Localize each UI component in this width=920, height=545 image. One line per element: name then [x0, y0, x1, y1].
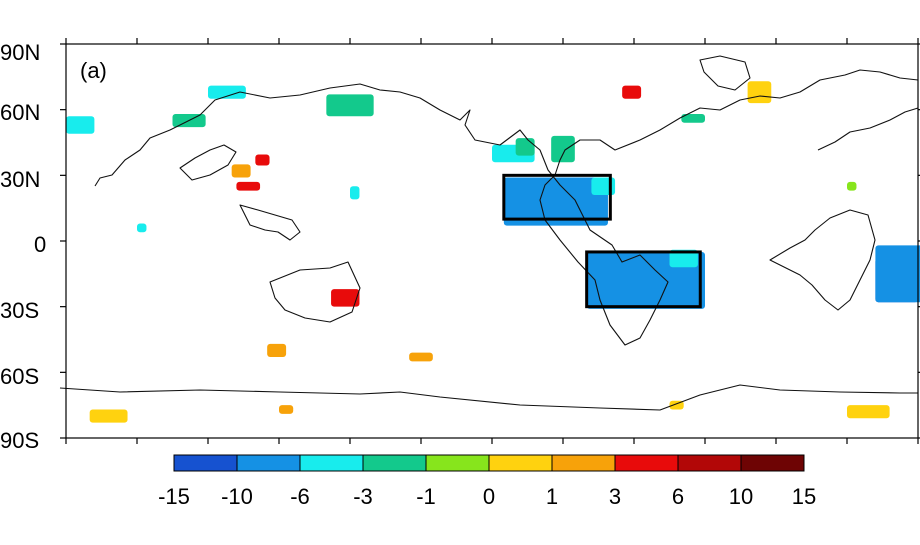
- colorbar-swatch: [740, 454, 805, 472]
- anomaly-patch: [350, 186, 360, 200]
- lat-label-90n: 90N: [0, 40, 40, 65]
- map-frame: [65, 43, 919, 439]
- anomaly-patch: [231, 164, 251, 178]
- anomaly-patch: [515, 138, 535, 156]
- coastlines: [59, 55, 919, 411]
- anomaly-patch: [409, 352, 433, 362]
- anomaly-patch: [847, 181, 857, 191]
- lat-label-30n: 30N: [0, 167, 40, 192]
- anomaly-patch: [267, 343, 287, 358]
- anomaly-layer: [66, 81, 920, 423]
- lat-label-60s: 60S: [0, 364, 39, 389]
- region-box: [585, 250, 702, 309]
- frame-ticks: [60, 38, 920, 444]
- panel-label: (a): [80, 58, 107, 83]
- anomaly-patch: [331, 289, 360, 307]
- colorbar-tick-label: -10: [221, 484, 253, 509]
- colorbar-swatch: [488, 454, 553, 472]
- lat-label-60n: 60N: [0, 100, 40, 125]
- colorbar-swatch: [425, 454, 490, 472]
- anomaly-patch: [89, 409, 128, 423]
- colorbar-swatch: [299, 454, 364, 472]
- anomaly-patch: [279, 405, 294, 414]
- colorbar-swatch: [362, 454, 427, 472]
- anomaly-patch: [875, 245, 920, 303]
- anomaly-patch: [66, 116, 95, 134]
- colorbar-swatch: [551, 454, 616, 472]
- colorbar-tick-label: 0: [483, 484, 495, 509]
- lat-label-eq: 0: [34, 232, 46, 257]
- anomaly-patch: [622, 85, 642, 99]
- anomaly-patch: [236, 181, 261, 191]
- colorbar-swatch: [677, 454, 742, 472]
- lat-label-90s: 90S: [0, 428, 39, 453]
- colorbar-tick-label: -6: [290, 484, 310, 509]
- colorbar-labels: -15 -10 -6 -3 -1 0 1 3 6 10 15: [158, 484, 816, 509]
- colorbar-tick-label: 6: [672, 484, 684, 509]
- anomaly-patch: [669, 249, 698, 268]
- colorbar-tick-label: 15: [792, 484, 816, 509]
- anomaly-patch: [551, 135, 575, 163]
- anomaly-patch: [255, 154, 270, 166]
- colorbar-tick-label: -3: [353, 484, 373, 509]
- region-boxes: [502, 173, 702, 309]
- anomaly-patch: [326, 94, 374, 117]
- lat-label-30s: 30S: [0, 298, 39, 323]
- colorbar: [173, 454, 805, 472]
- colorbar-tick-label: 1: [546, 484, 558, 509]
- anomaly-patch: [137, 223, 147, 233]
- colorbar-tick-label: 10: [729, 484, 753, 509]
- colorbar-swatch: [236, 454, 301, 472]
- anomaly-patch: [208, 85, 246, 99]
- anomaly-patch: [681, 114, 705, 123]
- colorbar-tick-label: -1: [416, 484, 436, 509]
- colorbar-swatch: [614, 454, 679, 472]
- colorbar-swatch: [173, 454, 238, 472]
- anomaly-patch: [747, 81, 772, 104]
- region-box: [502, 173, 612, 221]
- colorbar-tick-label: 3: [609, 484, 621, 509]
- colorbar-tick-label: -15: [158, 484, 190, 509]
- anomaly-patch: [847, 405, 890, 419]
